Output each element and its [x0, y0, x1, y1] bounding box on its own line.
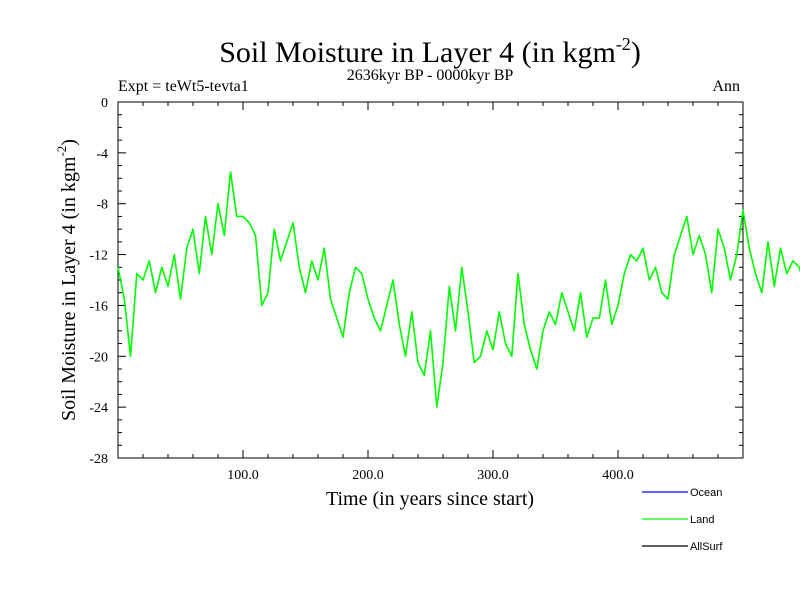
y-tick-label: -16	[89, 299, 108, 314]
legend-label-ocean: Ocean	[690, 487, 722, 499]
x-tick-label: 100.0	[227, 468, 259, 483]
experiment-label: Expt = teWt5-tevta1	[118, 78, 249, 95]
chart-subtitle: 2636kyr BP - 0000kyr BP	[347, 67, 514, 84]
y-tick-label: -28	[89, 452, 108, 467]
y-tick-label: 0	[101, 96, 108, 111]
x-axis-label: Time (in years since start)	[326, 488, 534, 510]
legend-label-allsurf: AllSurf	[690, 541, 723, 553]
y-axis-label: Soil Moisture in Layer 4 (in kgm-2)	[54, 139, 80, 421]
y-tick-label: -20	[89, 350, 108, 365]
legend: Ocean Land AllSurf	[642, 487, 723, 553]
x-tick-label: 400.0	[602, 468, 634, 483]
season-label: Ann	[712, 78, 740, 95]
y-axis: 0 -4 -8 -12 -16 -20 -24 -28	[89, 96, 743, 467]
y-tick-label: -12	[89, 249, 108, 264]
x-tick-label: 200.0	[352, 468, 384, 483]
y-tick-label: -4	[96, 147, 108, 162]
series-line-land	[117, 171, 800, 408]
legend-label-land: Land	[690, 514, 714, 526]
series-group	[117, 171, 800, 408]
y-tick-label: -8	[96, 198, 108, 213]
x-axis: 100.0 200.0 300.0 400.0	[142, 102, 719, 483]
chart-title: Soil Moisture in Layer 4 (in kgm-2)	[219, 34, 641, 69]
x-tick-label: 300.0	[477, 468, 509, 483]
y-tick-label: -24	[89, 401, 108, 416]
